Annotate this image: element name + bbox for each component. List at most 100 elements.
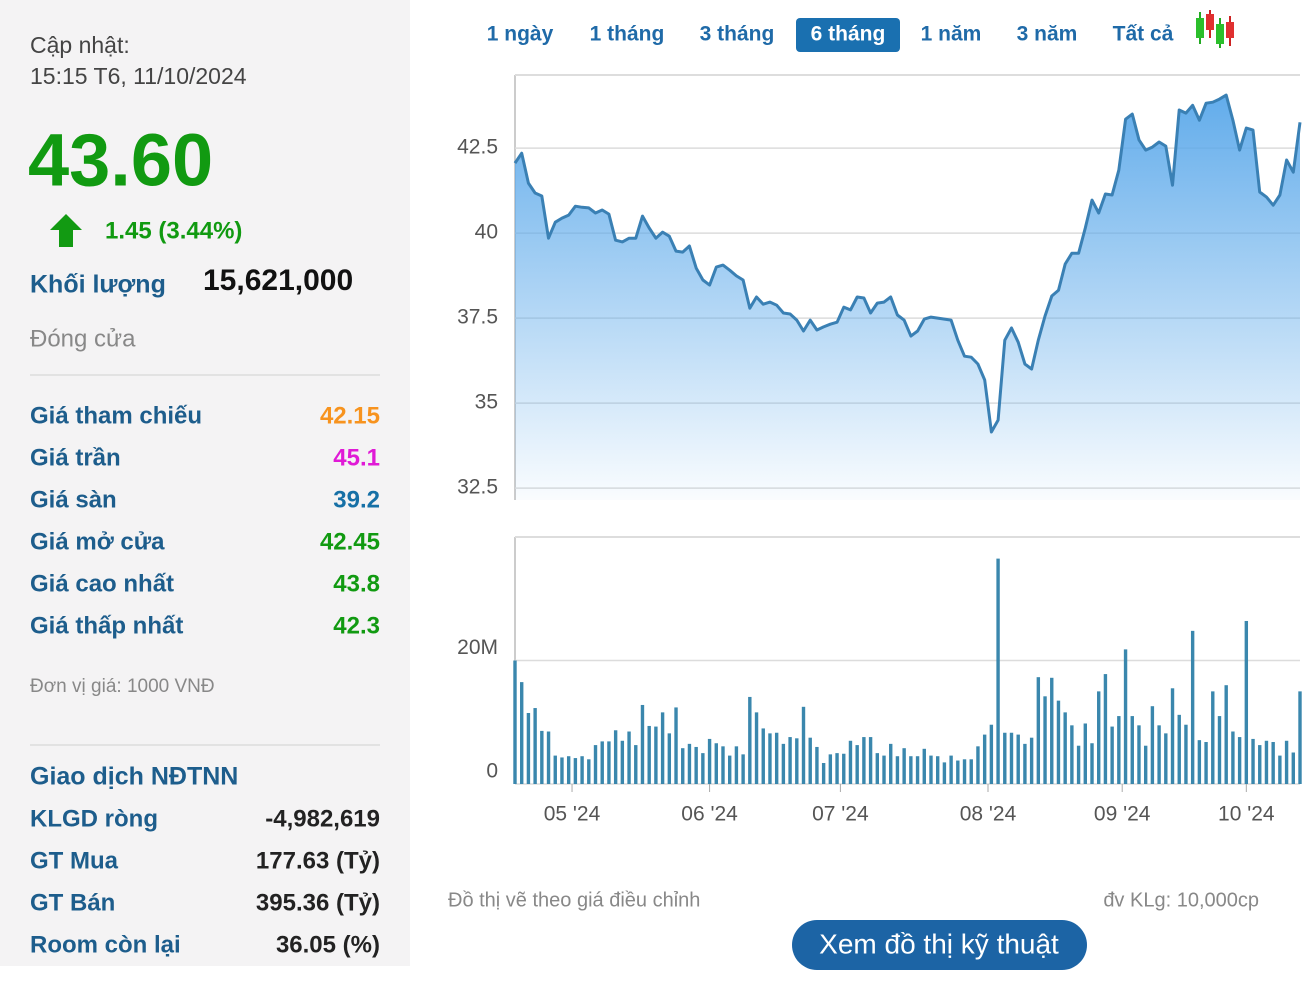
volume-bar [620, 740, 625, 784]
technical-chart-button-label[interactable]: Xem đồ thị kỹ thuật [819, 928, 1059, 959]
volume-bar [1177, 714, 1181, 784]
volume-bar [962, 759, 967, 784]
volume-bar [889, 743, 893, 784]
volume-bar [634, 745, 638, 784]
update-label: Cập nhật: [30, 32, 130, 58]
volume-bar [627, 731, 631, 784]
price-line [513, 93, 1302, 434]
volume-bar [828, 754, 833, 784]
volume-bar [788, 737, 792, 784]
price-row-value: 39.2 [333, 486, 380, 513]
volume-bar [768, 733, 772, 784]
volume-bar [587, 759, 591, 784]
foreign-row-value: 177.63 (Tỷ) [256, 847, 380, 874]
volume-bar [1063, 712, 1067, 784]
volume-bar [728, 755, 732, 784]
volume-bar [1217, 716, 1222, 784]
volume-bar [808, 737, 812, 784]
volume-bar [1271, 742, 1275, 784]
volume-bar [533, 708, 537, 784]
technical-chart-button[interactable] [792, 920, 1087, 970]
volume-bar [842, 753, 846, 784]
volume-bar [1103, 674, 1108, 784]
volume-bar [801, 706, 806, 784]
range-button-bg[interactable] [796, 18, 900, 52]
price-row-label: Giá cao nhất [30, 570, 174, 597]
volume-bar [989, 724, 994, 784]
volume-bar [714, 743, 718, 784]
volume-bar [1076, 745, 1081, 784]
volume-bar [848, 740, 853, 784]
price-row-label: Giá tham chiếu [30, 402, 202, 429]
range-button[interactable]: Tất cả [1113, 23, 1174, 46]
price-row-label: Giá sàn [30, 486, 117, 513]
range-button[interactable]: 6 tháng [811, 23, 886, 46]
x-tick-label: 10 '24 [1218, 803, 1275, 826]
range-button[interactable]: 1 ngày [487, 23, 554, 46]
volume-bar [895, 756, 900, 784]
volume-bar [875, 753, 880, 784]
volume-bar [546, 731, 551, 784]
volume-bar [1083, 723, 1087, 784]
volume-bar [929, 755, 933, 784]
volume-bar [815, 746, 819, 784]
volume-bar [520, 682, 524, 784]
price-row-value: 42.45 [320, 528, 380, 555]
y-tick-label: 20M [457, 636, 498, 659]
volume-bar [1150, 706, 1155, 784]
up-arrow [50, 214, 82, 247]
volume-bar [707, 738, 712, 784]
volume-value: 15,621,000 [203, 264, 353, 297]
volume-bar [721, 746, 725, 784]
foreign-row-label: Room còn lại [30, 931, 181, 958]
volume-bar [781, 743, 786, 784]
volume-bar [1097, 691, 1101, 784]
price: 43.60 [28, 119, 213, 202]
range-button[interactable]: 3 tháng [700, 23, 775, 46]
volume-bar [701, 753, 705, 784]
volume-bar [1050, 677, 1054, 784]
volume-bar [1278, 755, 1282, 784]
volume-bar [996, 558, 1000, 784]
volume-unit: đv KLg: 10,000cp [1103, 889, 1259, 911]
volume-bar [1016, 734, 1020, 784]
volume-bar [694, 746, 698, 784]
volume-bar [607, 741, 611, 784]
volume-bar [1157, 725, 1161, 784]
volume-bar [513, 660, 517, 784]
range-button[interactable]: 1 tháng [590, 23, 665, 46]
update-time: 15:15 T6, 11/10/2024 [30, 63, 247, 89]
volume-bar [681, 748, 685, 784]
volume-bar [1237, 737, 1242, 784]
volume-bar [1036, 677, 1041, 784]
volume-bar [1184, 724, 1188, 784]
volume-bar [1231, 731, 1235, 784]
range-button[interactable]: 3 năm [1017, 23, 1078, 46]
volume-bar [613, 730, 618, 784]
volume-bar [748, 696, 752, 784]
volume-bar [1224, 685, 1228, 784]
foreign-row-label: GT Mua [30, 847, 119, 874]
volume-bar [1023, 743, 1027, 784]
volume-bar [1029, 737, 1034, 784]
candle-icon[interactable] [1196, 10, 1234, 48]
volume-bar [1211, 691, 1215, 784]
range-button[interactable]: 1 năm [921, 23, 982, 46]
price-row-label: Giá thấp nhất [30, 612, 183, 639]
price-row-value: 42.15 [320, 402, 380, 429]
volume-bar [956, 760, 960, 784]
volume-bar [1204, 742, 1208, 784]
foreign-row-value: 36.05 (%) [276, 931, 380, 958]
volume-bar [835, 753, 839, 784]
unit-note: Đơn vị giá: 1000 VNĐ [30, 676, 215, 697]
volume-bar [640, 704, 645, 784]
area-fill [515, 95, 1300, 500]
x-tick-label: 06 '24 [681, 803, 738, 826]
y-tick-label: 32.5 [457, 476, 498, 499]
market-status: Đóng cửa [30, 325, 136, 352]
y-tick-label: 37.5 [457, 306, 498, 329]
volume-bar [553, 755, 557, 784]
volume-bar [935, 756, 940, 784]
volume-bar [855, 745, 859, 784]
